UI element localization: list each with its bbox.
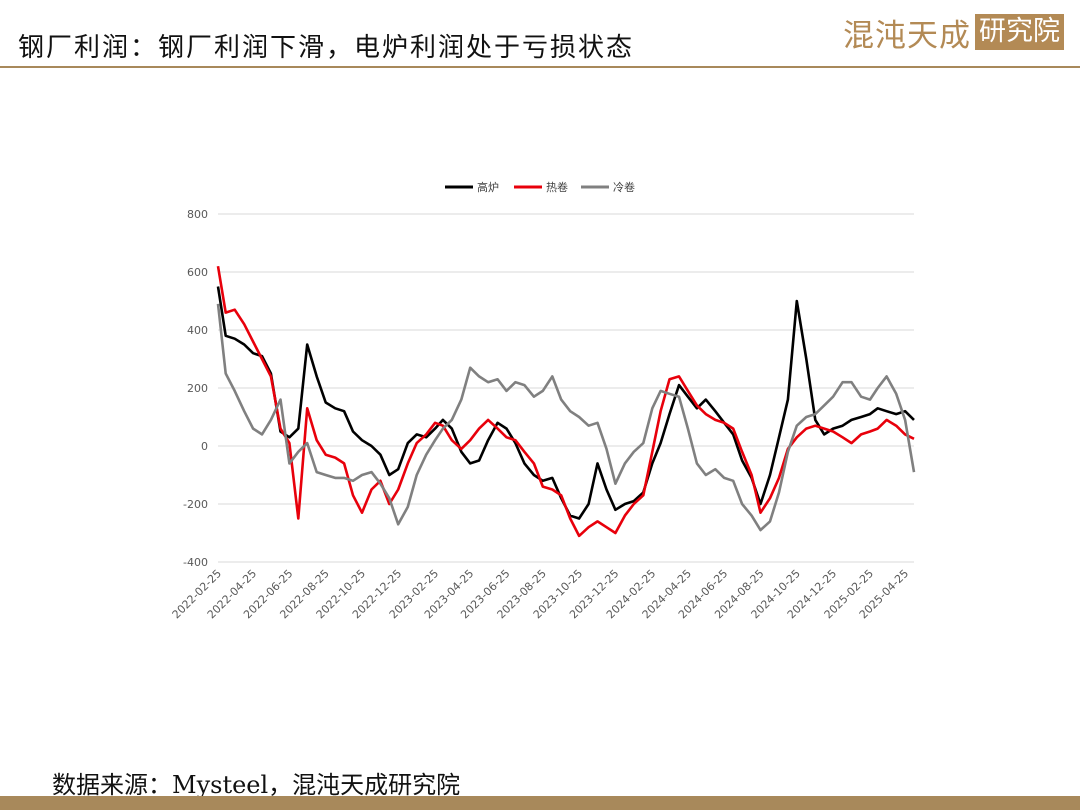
y-tick-label: -200	[183, 498, 208, 511]
footer-bar	[0, 796, 1080, 810]
y-axis-labels: -400 -200 0 200 400 600 800	[183, 208, 208, 569]
series-lines	[216, 265, 916, 538]
y-tick-label: -400	[183, 556, 208, 569]
page-title: 钢厂利润：钢厂利润下滑，电炉利润处于亏损状态	[18, 33, 635, 63]
y-tick-label: 400	[187, 324, 208, 337]
x-axis-labels: 2022-02-252022-04-252022-06-252022-08-25…	[170, 567, 911, 621]
y-tick-label: 0	[201, 440, 208, 453]
profit-line-chart: -400 -200 0 200 400 600 800 2022-02-252022-04-…	[170, 180, 916, 621]
logo-box-text: 研究院	[975, 14, 1064, 50]
y-tick-label: 800	[187, 208, 208, 221]
chart-grid	[218, 213, 914, 563]
legend-label: 冷卷	[613, 180, 635, 194]
y-tick-label: 200	[187, 382, 208, 395]
legend-label: 高炉	[477, 180, 499, 194]
logo-text: 混沌天成	[843, 17, 971, 54]
header-divider	[0, 66, 1080, 68]
chart-legend: 高炉 热卷 冷卷	[445, 180, 635, 194]
series-line-1	[216, 265, 915, 538]
series-line-0	[216, 286, 915, 520]
series-line-2	[216, 303, 916, 532]
y-tick-label: 600	[187, 266, 208, 279]
data-source-note: 数据来源：Mysteel，混沌天成研究院	[52, 771, 461, 799]
brand-logo: 混沌天成 研究院	[843, 12, 1064, 54]
legend-label: 热卷	[546, 180, 568, 194]
